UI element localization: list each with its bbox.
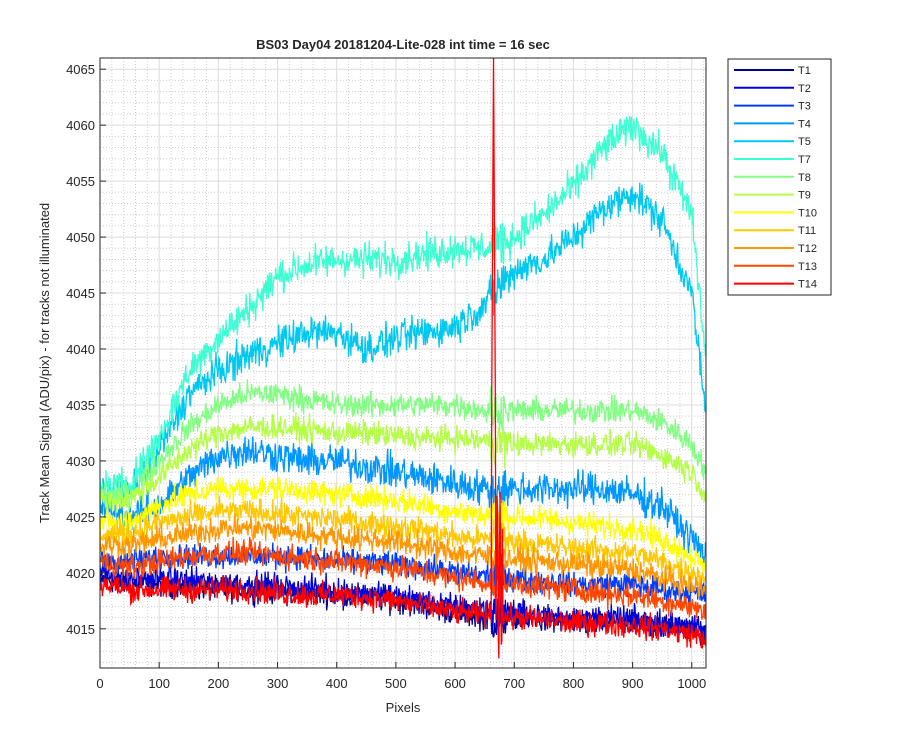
legend-item-t4[interactable]: T4 <box>734 118 811 130</box>
series-line-t8 <box>100 379 706 512</box>
x-tick-label: 300 <box>267 676 289 691</box>
legend-label: T2 <box>798 83 811 95</box>
legend-label: T3 <box>798 101 811 113</box>
series-lines <box>100 58 706 659</box>
y-tick-label: 4045 <box>66 286 95 301</box>
y-ticks: 4015 4020 4025 4030 4035 4040 4045 4050 4055 4060… <box>66 62 106 637</box>
series-line-t7 <box>100 115 706 505</box>
x-tick-label: 0 <box>96 676 103 691</box>
legend-item-t14[interactable]: T14 <box>734 279 817 291</box>
series-line-t9 <box>100 412 706 515</box>
y-tick-label: 4055 <box>66 174 95 189</box>
legend-item-t1[interactable]: T1 <box>734 65 811 77</box>
y-tick-label: 4065 <box>66 62 95 77</box>
legend[interactable]: T1 T2 T3 T4 T5 T7 T8 T9 T10 T11 T12 T13 T14 <box>727 58 832 296</box>
legend-item-t7[interactable]: T7 <box>734 154 811 166</box>
x-tick-label: 200 <box>208 676 230 691</box>
x-tick-label: 800 <box>563 676 585 691</box>
legend-item-t5[interactable]: T5 <box>734 136 811 148</box>
legend-label: T12 <box>798 243 817 255</box>
legend-label: T8 <box>798 172 811 184</box>
y-tick-label: 4060 <box>66 118 95 133</box>
x-tick-label: 100 <box>148 676 170 691</box>
x-axis-label: Pixels <box>386 700 421 715</box>
legend-item-t11[interactable]: T11 <box>734 225 816 237</box>
legend-item-t3[interactable]: T3 <box>734 101 811 113</box>
series-line-t13 <box>100 536 706 620</box>
series-line-t12 <box>100 513 706 601</box>
legend-item-t10[interactable]: T10 <box>734 207 817 219</box>
chart-title: BS03 Day04 20181204-Lite-028 int time = … <box>256 37 550 52</box>
y-tick-label: 4050 <box>66 230 95 245</box>
series-line-t4 <box>100 436 706 570</box>
x-tick-label: 400 <box>326 676 348 691</box>
x-tick-label: 700 <box>503 676 525 691</box>
legend-label: T5 <box>798 136 811 148</box>
series-line-t5 <box>100 182 706 511</box>
x-ticks: 0 100 200 300 400 500 600 700 800 900 1000 <box>96 662 706 691</box>
legend-label: T9 <box>798 190 811 202</box>
y-tick-label: 4020 <box>66 566 95 581</box>
legend-label: T10 <box>798 207 817 219</box>
legend-label: T1 <box>798 65 811 77</box>
legend-label: T14 <box>798 279 817 291</box>
legend-label: T13 <box>798 261 817 273</box>
series-line-t10 <box>100 476 706 574</box>
y-tick-label: 4040 <box>66 342 95 357</box>
x-tick-label: 600 <box>444 676 466 691</box>
legend-label: T4 <box>798 118 811 130</box>
series-line-t14 <box>100 58 706 659</box>
y-tick-label: 4035 <box>66 398 95 413</box>
y-axis-label: Track Mean Signal (ADU/pix) - for tracks… <box>37 203 52 523</box>
legend-item-t2[interactable]: T2 <box>734 83 811 95</box>
x-tick-label: 500 <box>385 676 407 691</box>
x-tick-label: 1000 <box>677 676 706 691</box>
y-tick-label: 4015 <box>66 622 95 637</box>
x-tick-label: 900 <box>622 676 644 691</box>
legend-item-t8[interactable]: T8 <box>734 172 811 184</box>
series-line-t11 <box>100 495 706 588</box>
legend-item-t13[interactable]: T13 <box>734 261 817 273</box>
legend-item-t12[interactable]: T12 <box>734 243 817 255</box>
plot-frame <box>99 57 707 669</box>
legend-label: T7 <box>798 154 811 166</box>
legend-item-t9[interactable]: T9 <box>734 190 811 202</box>
y-tick-label: 4025 <box>66 510 95 525</box>
y-tick-label: 4030 <box>66 454 95 469</box>
legend-label: T11 <box>798 225 816 237</box>
